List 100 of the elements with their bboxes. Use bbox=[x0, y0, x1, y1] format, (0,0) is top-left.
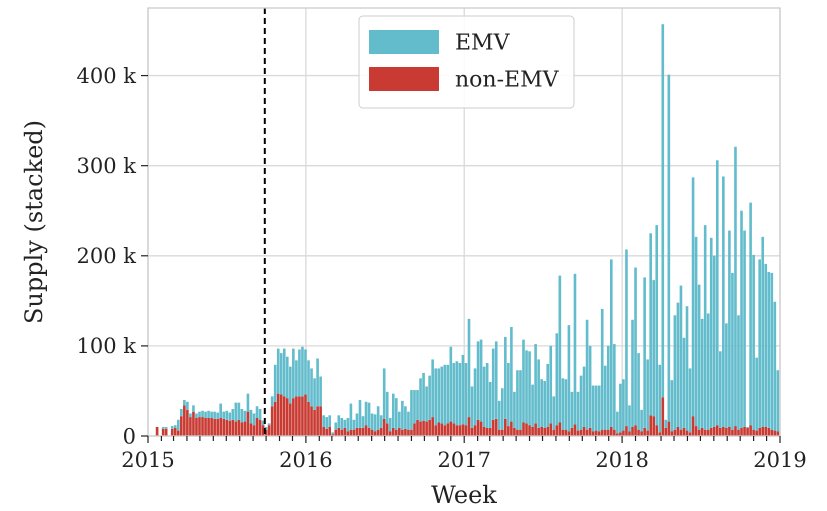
bar bbox=[450, 422, 452, 436]
bar bbox=[316, 406, 319, 436]
bar bbox=[395, 430, 398, 436]
bar bbox=[431, 417, 434, 436]
bar bbox=[313, 410, 316, 436]
bar bbox=[386, 423, 389, 436]
bar bbox=[240, 422, 244, 436]
bar bbox=[428, 420, 431, 436]
bar bbox=[564, 430, 568, 436]
bar bbox=[322, 415, 325, 427]
bar bbox=[580, 430, 582, 436]
bar bbox=[440, 366, 444, 424]
bar bbox=[407, 430, 410, 436]
y-tick-label: 0 bbox=[122, 424, 136, 448]
bar bbox=[462, 354, 464, 424]
bar bbox=[606, 430, 610, 436]
bar bbox=[213, 412, 216, 419]
bar bbox=[192, 412, 195, 436]
bar bbox=[337, 415, 340, 428]
bar bbox=[238, 402, 240, 420]
bar bbox=[358, 400, 362, 428]
bar bbox=[446, 423, 450, 436]
bar bbox=[376, 406, 380, 430]
x-axis-title: Week bbox=[431, 481, 498, 509]
bar bbox=[213, 418, 216, 436]
bar bbox=[310, 406, 313, 436]
bar bbox=[201, 417, 204, 436]
bar bbox=[192, 405, 195, 412]
bar bbox=[706, 430, 710, 436]
bar bbox=[516, 430, 519, 436]
bar bbox=[183, 405, 186, 436]
bar bbox=[219, 418, 222, 436]
bar bbox=[344, 420, 346, 428]
bar bbox=[716, 425, 719, 436]
bar bbox=[189, 413, 192, 418]
bar bbox=[319, 406, 322, 436]
bar bbox=[358, 428, 362, 436]
bar bbox=[570, 428, 574, 436]
bar bbox=[352, 430, 356, 436]
bar bbox=[728, 230, 731, 427]
bar bbox=[443, 364, 446, 426]
bar bbox=[301, 396, 304, 436]
x-tick-label: 2016 bbox=[279, 448, 333, 472]
bar bbox=[195, 413, 198, 418]
bar bbox=[704, 225, 706, 430]
bar bbox=[198, 417, 201, 436]
bar bbox=[574, 424, 576, 436]
x-tick-label: 2017 bbox=[437, 448, 491, 472]
bar bbox=[292, 398, 295, 436]
bar bbox=[450, 346, 452, 422]
bar bbox=[528, 425, 531, 436]
bar bbox=[425, 422, 428, 436]
bar bbox=[761, 236, 764, 427]
bar bbox=[219, 404, 222, 418]
bar bbox=[668, 422, 670, 436]
bar bbox=[186, 410, 189, 436]
x-tick-label: 2018 bbox=[595, 448, 649, 472]
bar bbox=[456, 425, 458, 436]
bar bbox=[610, 259, 613, 427]
bar bbox=[298, 350, 301, 396]
bar bbox=[494, 418, 498, 436]
bar bbox=[382, 418, 386, 436]
bar bbox=[456, 361, 458, 426]
bar bbox=[204, 418, 207, 436]
bar bbox=[634, 268, 637, 426]
bar bbox=[613, 430, 616, 436]
bar bbox=[749, 202, 752, 426]
bar bbox=[204, 412, 207, 418]
bar bbox=[350, 404, 352, 430]
bar bbox=[419, 422, 422, 436]
legend-label: EMV bbox=[455, 30, 511, 56]
bar bbox=[731, 430, 734, 436]
bar bbox=[770, 430, 774, 436]
x-tick-label: 2019 bbox=[753, 448, 807, 472]
bar bbox=[216, 418, 219, 436]
bar bbox=[401, 400, 404, 430]
bar bbox=[207, 418, 210, 436]
bar bbox=[649, 415, 652, 436]
bar bbox=[740, 428, 743, 436]
bar bbox=[276, 394, 280, 436]
bar bbox=[282, 396, 286, 436]
bar bbox=[716, 160, 719, 426]
bar bbox=[468, 417, 470, 436]
bar bbox=[280, 394, 283, 436]
bar bbox=[222, 418, 226, 436]
bar bbox=[258, 420, 262, 436]
bar bbox=[476, 420, 480, 436]
bar bbox=[225, 420, 228, 436]
bar bbox=[582, 426, 586, 436]
bar bbox=[295, 396, 298, 436]
bar bbox=[437, 422, 440, 436]
bar bbox=[600, 308, 604, 430]
bar bbox=[270, 406, 274, 436]
bar bbox=[286, 398, 289, 436]
bar bbox=[180, 408, 183, 416]
bar bbox=[350, 430, 352, 436]
bar bbox=[282, 348, 286, 396]
bar bbox=[680, 286, 682, 430]
bar bbox=[686, 306, 688, 431]
bar bbox=[734, 146, 737, 426]
